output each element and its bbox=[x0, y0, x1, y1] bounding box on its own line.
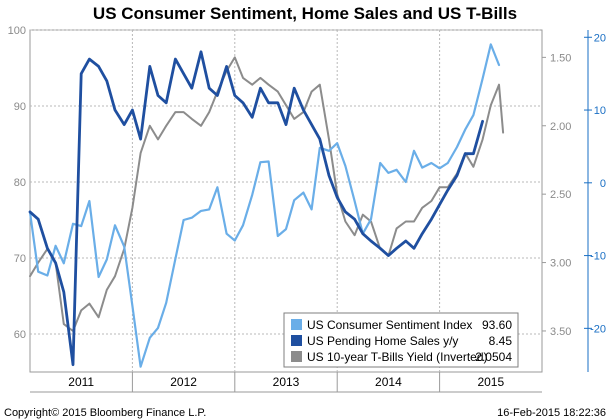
legend-label-sentiment: US Consumer Sentiment Index bbox=[307, 318, 472, 332]
legend: US Consumer Sentiment Index 93.60 US Pen… bbox=[283, 312, 519, 368]
series-line-tbill-yield bbox=[29, 56, 505, 332]
right-axis-tick-label: -20 bbox=[590, 323, 606, 335]
right-axis-tick-label: 10 bbox=[594, 105, 606, 117]
copyright-text: Copyright© 2015 Bloomberg Finance L.P. bbox=[4, 407, 206, 419]
timestamp-text: 16-Feb-2015 18:22:36 bbox=[497, 407, 606, 419]
legend-swatch-tbills bbox=[291, 351, 302, 362]
middle-axis-tick-label: 3.00 bbox=[550, 258, 571, 270]
series-lines bbox=[28, 43, 505, 368]
legend-value-sentiment: 93.60 bbox=[482, 318, 512, 332]
left-axis-tick-label: 80 bbox=[14, 177, 26, 189]
chart-title: US Consumer Sentiment, Home Sales and US… bbox=[93, 4, 517, 23]
x-axis-tick-label: 2014 bbox=[375, 375, 402, 389]
middle-axis-tick-label: 2.50 bbox=[550, 189, 571, 201]
middle-axis-tick-label: 3.50 bbox=[550, 326, 571, 338]
x-axis-tick-label: 2012 bbox=[170, 375, 197, 389]
x-axis-tick-label: 2013 bbox=[273, 375, 300, 389]
legend-value-home-sales: 8.45 bbox=[489, 334, 513, 348]
right-axis-tick-label: 0 bbox=[600, 178, 606, 190]
legend-label-home-sales: US Pending Home Sales y/y bbox=[307, 334, 458, 348]
middle-axis-tick-label: 1.50 bbox=[550, 52, 571, 64]
legend-swatch-sentiment bbox=[291, 319, 302, 330]
left-axis-tick-label: 90 bbox=[14, 101, 26, 113]
left-axis-tick-label: 60 bbox=[14, 329, 26, 341]
legend-label-tbills: US 10-year T-Bills Yield (Inverted) bbox=[307, 350, 488, 364]
legend-box bbox=[283, 312, 519, 368]
legend-value-tbills: 2.0504 bbox=[475, 350, 512, 364]
x-axis-tick-label: 2015 bbox=[477, 375, 504, 389]
x-axis-tick-label: 2011 bbox=[68, 375, 94, 389]
middle-axis-tick-label: 2.00 bbox=[550, 121, 571, 133]
right-axis-tick-label: 20 bbox=[594, 32, 606, 44]
series-line-consumer-sentiment bbox=[28, 43, 501, 368]
left-axis-tick-label: 100 bbox=[8, 25, 26, 37]
left-axis-tick-label: 70 bbox=[14, 253, 26, 265]
series-line-pending-home-sales bbox=[28, 50, 485, 367]
right-axis-tick-label: -10 bbox=[590, 251, 606, 263]
legend-swatch-home-sales bbox=[291, 335, 302, 346]
